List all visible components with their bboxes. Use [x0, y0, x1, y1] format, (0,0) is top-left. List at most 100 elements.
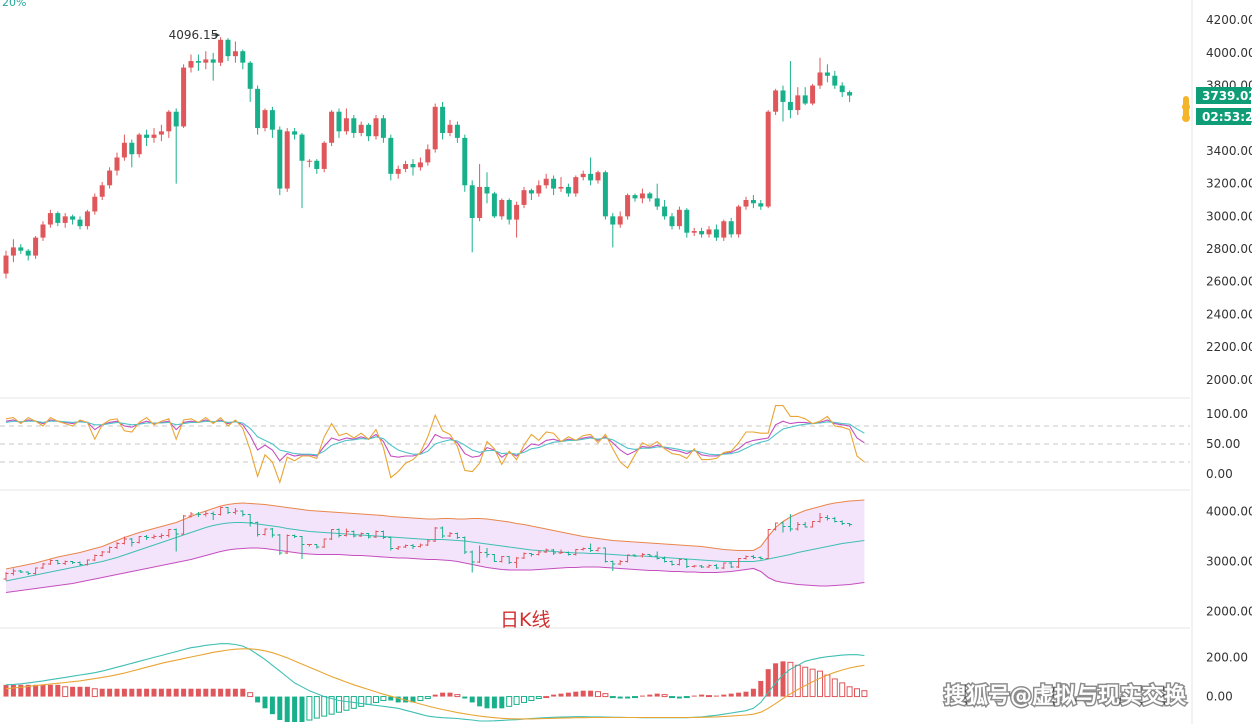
candle-body[interactable]	[625, 195, 631, 217]
candle-body[interactable]	[306, 160, 312, 162]
candle-body[interactable]	[543, 178, 549, 186]
candle-body[interactable]	[225, 39, 231, 57]
candle-body[interactable]	[33, 237, 39, 256]
candle-body[interactable]	[203, 59, 209, 63]
candle-body[interactable]	[662, 206, 668, 217]
candle-body[interactable]	[573, 177, 579, 194]
candle-body[interactable]	[232, 51, 238, 57]
candle-body[interactable]	[469, 185, 475, 218]
candle-body[interactable]	[77, 219, 83, 227]
candle-body[interactable]	[62, 216, 68, 223]
candle-body[interactable]	[802, 95, 808, 104]
candle-body[interactable]	[536, 185, 542, 194]
candle-body[interactable]	[647, 193, 653, 199]
candle-body[interactable]	[40, 224, 46, 238]
candle-body[interactable]	[299, 134, 305, 161]
candle-body[interactable]	[10, 247, 16, 256]
candle-body[interactable]	[395, 168, 401, 174]
candle-body[interactable]	[351, 118, 357, 133]
candle-body[interactable]	[728, 221, 734, 235]
candle-body[interactable]	[314, 160, 320, 169]
candle-body[interactable]	[240, 51, 246, 63]
candle-body[interactable]	[403, 164, 409, 169]
candle-body[interactable]	[521, 190, 527, 205]
candle-body[interactable]	[721, 221, 727, 238]
candle-body[interactable]	[558, 186, 564, 189]
scale-handle-bottom-icon[interactable]	[1182, 114, 1190, 122]
candle-body[interactable]	[329, 111, 335, 143]
candle-body[interactable]	[210, 59, 216, 63]
candle-body[interactable]	[262, 110, 268, 129]
candle-body[interactable]	[55, 213, 61, 223]
candle-body[interactable]	[454, 124, 460, 138]
candle-body[interactable]	[736, 206, 742, 235]
candle-body[interactable]	[84, 211, 90, 227]
boll-panel[interactable]	[3, 499, 865, 594]
candle-body[interactable]	[173, 111, 179, 127]
candle-body[interactable]	[269, 110, 275, 130]
candle-body[interactable]	[25, 250, 31, 256]
candle-body[interactable]	[388, 137, 394, 174]
candle-body[interactable]	[617, 216, 623, 225]
scale-handle-icon[interactable]	[1183, 96, 1189, 118]
candle-body[interactable]	[277, 129, 283, 189]
candle-body[interactable]	[321, 142, 327, 169]
candle-body[interactable]	[70, 216, 76, 220]
candle-body[interactable]	[484, 186, 490, 194]
candle-body[interactable]	[99, 185, 105, 197]
candle-body[interactable]	[699, 231, 705, 235]
candle-body[interactable]	[380, 118, 386, 138]
kdj-panel[interactable]	[0, 405, 1190, 485]
candle-body[interactable]	[602, 172, 608, 217]
candle-body[interactable]	[669, 216, 675, 227]
candle-body[interactable]	[565, 186, 571, 194]
candle-body[interactable]	[432, 106, 438, 150]
candle-body[interactable]	[773, 90, 779, 112]
candle-body[interactable]	[795, 95, 801, 111]
candle-body[interactable]	[410, 164, 416, 168]
candle-body[interactable]	[158, 131, 164, 135]
candle-body[interactable]	[195, 61, 201, 63]
candle-body[interactable]	[343, 118, 349, 132]
candle-body[interactable]	[188, 61, 194, 68]
candle-body[interactable]	[639, 193, 645, 199]
candle-body[interactable]	[610, 216, 616, 225]
candle-body[interactable]	[528, 190, 534, 194]
candle-body[interactable]	[373, 118, 379, 137]
candle-body[interactable]	[588, 173, 594, 181]
candle-body[interactable]	[514, 204, 520, 220]
candle-body[interactable]	[580, 173, 586, 178]
candle-body[interactable]	[743, 200, 749, 207]
candle-body[interactable]	[129, 142, 135, 155]
candle-body[interactable]	[839, 85, 845, 93]
candle-body[interactable]	[18, 247, 24, 251]
candle-body[interactable]	[166, 111, 172, 132]
candle-body[interactable]	[758, 203, 764, 207]
candle-body[interactable]	[713, 229, 719, 238]
candle-body[interactable]	[551, 178, 557, 189]
candle-body[interactable]	[654, 198, 660, 207]
candle-body[interactable]	[136, 134, 142, 155]
candle-body[interactable]	[284, 131, 290, 189]
candle-body[interactable]	[47, 213, 53, 225]
candle-body[interactable]	[218, 39, 224, 63]
candle-body[interactable]	[810, 85, 816, 104]
candle-body[interactable]	[151, 134, 157, 138]
candle-body[interactable]	[632, 195, 638, 199]
candle-body[interactable]	[499, 200, 505, 217]
candle-body[interactable]	[366, 124, 372, 137]
candle-body[interactable]	[676, 209, 682, 227]
candle-body[interactable]	[824, 72, 830, 76]
candle-body[interactable]	[462, 137, 468, 186]
candle-body[interactable]	[765, 111, 771, 207]
candle-body[interactable]	[417, 162, 423, 168]
candle-body[interactable]	[358, 124, 364, 133]
candle-body[interactable]	[477, 186, 483, 218]
candle-body[interactable]	[144, 134, 150, 138]
candle-body[interactable]	[447, 124, 453, 133]
candle-body[interactable]	[121, 142, 127, 158]
macd-panel[interactable]	[3, 643, 868, 722]
candle-body[interactable]	[750, 200, 756, 204]
candle-body[interactable]	[107, 170, 113, 186]
candle-body[interactable]	[832, 75, 838, 86]
